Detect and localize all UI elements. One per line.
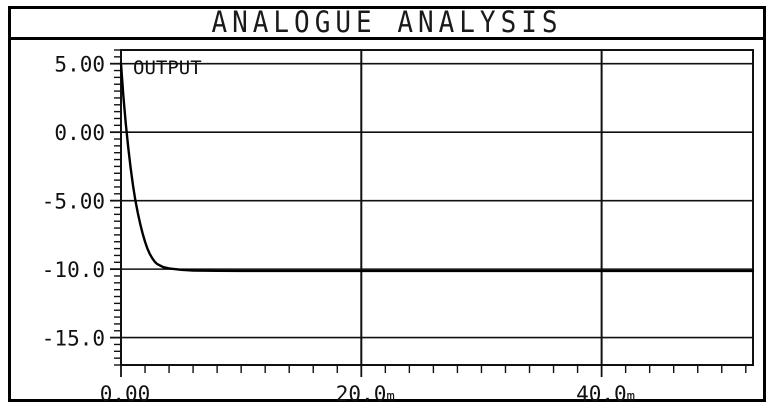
x-axis-tick-value: 0.00 <box>100 382 151 402</box>
x-axis-tick-value: 20.0 <box>336 382 387 402</box>
y-axis-tick-label: -15.0 <box>42 327 105 351</box>
y-axis-tick-label: -10.0 <box>42 258 105 282</box>
page-title: ANALOGUE ANALYSIS <box>211 6 563 40</box>
x-axis-tick-value: 40.0 <box>576 382 627 402</box>
x-axis-tick-unit: m <box>627 389 635 402</box>
x-axis-tick-label: 20.0m <box>336 382 395 402</box>
y-axis-tick-label: 0.00 <box>54 121 105 145</box>
plot-area-host: 5.00 0.00 -5.00 -10.0 -15.0 0.00 20.0m 40.0m OUT… <box>11 40 763 402</box>
x-axis-tick-label: 0.00 <box>100 382 151 402</box>
title-bar: ANALOGUE ANALYSIS <box>11 6 763 40</box>
plot-frame <box>120 49 754 366</box>
series-trace[interactable] <box>119 62 755 273</box>
series-label: OUTPUT <box>133 57 202 79</box>
y-axis-tick-label: -5.00 <box>42 190 105 214</box>
window-frame: ANALOGUE ANALYSIS 5.00 0.00 -5.00 -10.0 -15.… <box>8 6 766 402</box>
analogue-plot[interactable]: 5.000.00-5.00-10.0-15.00.00 20.0m 40.0mOUT… <box>11 40 763 402</box>
y-axis-tick-label: 5.00 <box>54 53 105 77</box>
x-axis-tick-label: 40.0m <box>576 382 635 402</box>
x-axis-tick-unit: m <box>386 389 394 402</box>
